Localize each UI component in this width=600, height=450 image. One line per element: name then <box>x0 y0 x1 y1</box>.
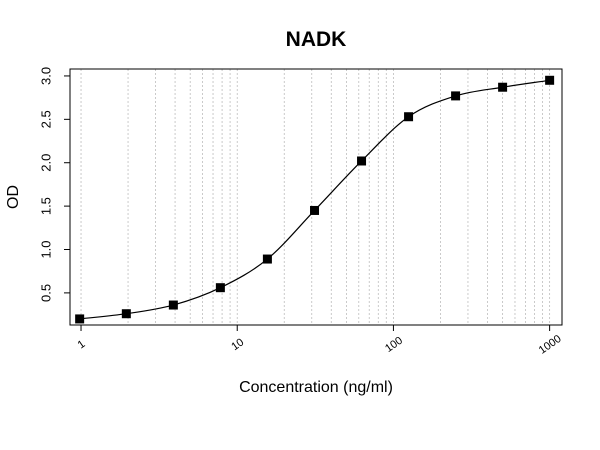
data-point <box>404 112 414 122</box>
data-points <box>75 75 555 324</box>
chart-title: NADK <box>286 28 347 51</box>
y-tick-label: 2.0 <box>39 154 54 172</box>
x-tick-label: 10 <box>229 336 246 353</box>
grid <box>80 69 551 325</box>
data-point <box>310 205 320 215</box>
x-axis-label: Concentration (ng/ml) <box>239 379 393 396</box>
x-axis: 1 10 100 1000 <box>76 325 564 357</box>
x-tick-label: 1000 <box>537 333 564 357</box>
data-point <box>121 309 131 319</box>
y-tick-label: 2.5 <box>39 110 54 128</box>
data-point <box>168 300 178 310</box>
y-tick-label: 1.0 <box>39 240 54 258</box>
x-tick-label: 1 <box>76 338 88 351</box>
x-tick-label: 100 <box>383 335 405 355</box>
y-tick-label: 1.5 <box>39 197 54 215</box>
y-tick-label: 3.0 <box>39 67 54 85</box>
data-point <box>498 82 508 92</box>
y-tick-label: 0.5 <box>39 284 54 302</box>
fit-curve <box>79 79 550 320</box>
y-axis-label: OD <box>5 185 22 209</box>
data-point <box>545 75 555 85</box>
data-point <box>215 283 225 293</box>
plot-frame <box>69 68 563 326</box>
y-axis: 0.5 1.0 1.5 2.0 2.5 3.0 <box>39 67 70 302</box>
data-point <box>75 314 85 324</box>
data-point <box>357 156 367 166</box>
data-point <box>262 254 272 264</box>
data-point <box>451 91 461 101</box>
